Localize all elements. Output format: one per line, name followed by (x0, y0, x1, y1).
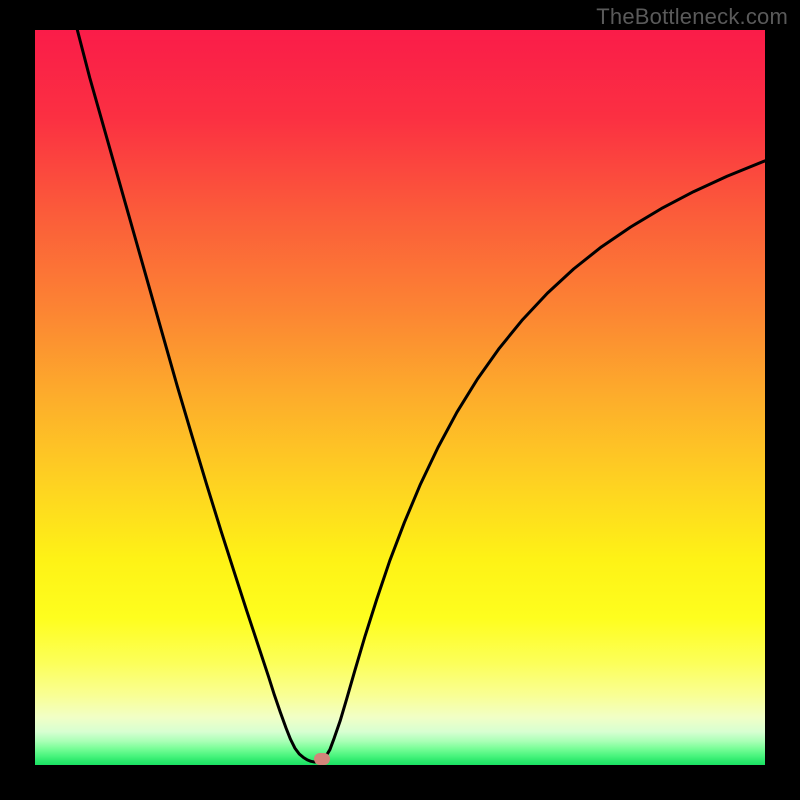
bottleneck-curve-chart (35, 30, 765, 765)
watermark-text: TheBottleneck.com (596, 4, 788, 30)
cusp-marker (314, 753, 330, 765)
chart-area (35, 30, 765, 765)
chart-background (35, 30, 765, 765)
